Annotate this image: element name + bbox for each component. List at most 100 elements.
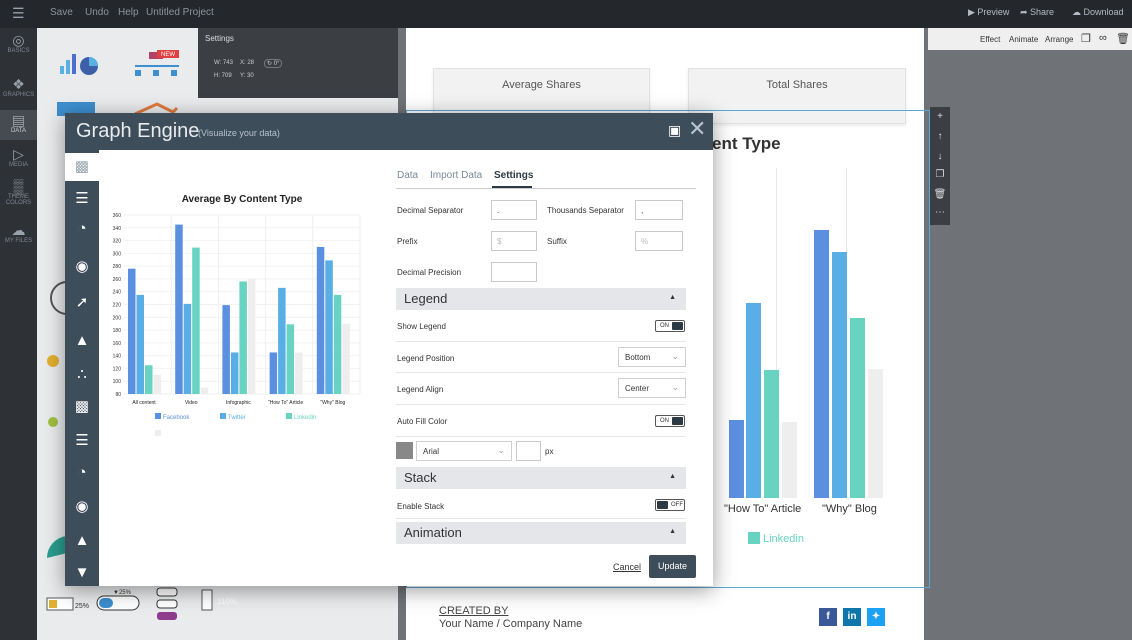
project-title[interactable]: Untitled Project <box>146 7 214 18</box>
donut-chart-icon[interactable]: ◉ <box>75 258 89 275</box>
send-backward-icon[interactable]: ↓ <box>937 151 943 162</box>
card-widget[interactable] <box>57 102 95 116</box>
stacked-column-icon[interactable]: ▩ <box>74 398 90 415</box>
legend-position-select[interactable]: Bottom ⌄ <box>618 347 686 367</box>
close-icon[interactable]: ✕ <box>688 116 707 141</box>
arrange-button[interactable]: Arrange <box>1045 35 1074 44</box>
bar-pie-widget[interactable] <box>60 54 98 75</box>
duplicate-icon[interactable]: ❐ <box>935 169 945 180</box>
stacked-bar-icon[interactable]: ☰ <box>75 432 89 449</box>
auto-fill-label: Auto Fill Color <box>397 417 448 426</box>
org-chart-widget[interactable] <box>135 52 179 76</box>
tab-divider <box>396 188 696 189</box>
more-icon[interactable]: ⋯ <box>935 207 945 218</box>
stack-section-header[interactable]: Stack ▲ <box>396 467 686 489</box>
height-readout[interactable]: H: 709 <box>214 73 232 79</box>
decimal-precision-input[interactable] <box>491 262 537 282</box>
preview-chart-svg: Average By Content Type 80 100 120 140 160 180… <box>113 194 361 436</box>
line-chart-icon[interactable]: ➚ <box>75 294 89 311</box>
canvas-legend-linkedin: Linkedin <box>748 532 804 545</box>
sidebar-item-theme-colors[interactable]: ▒ THEME COLORS <box>0 178 37 214</box>
bar-1-2 <box>192 247 200 394</box>
preview-button[interactable]: ▶ Preview <box>968 7 1010 17</box>
legend-position-label: Legend Position <box>397 354 455 363</box>
save-menu[interactable]: Save <box>50 7 73 18</box>
donut-widget[interactable] <box>46 536 67 558</box>
fullscreen-icon[interactable]: ▣ <box>668 122 682 138</box>
show-legend-toggle[interactable]: ON <box>655 320 685 332</box>
tab-import-data[interactable]: Import Data <box>430 170 483 181</box>
effect-button[interactable]: Effect <box>980 35 1001 44</box>
y-tick-label: 120 <box>113 366 122 372</box>
sidebar-item-data[interactable]: ▤ DATA <box>0 110 37 140</box>
width-readout[interactable]: W: 743 <box>214 60 233 66</box>
x-readout[interactable]: X: 28 <box>240 60 255 66</box>
bar-3-3 <box>295 352 303 394</box>
column-chart-icon[interactable]: ▩ <box>65 153 99 181</box>
twitter-icon[interactable]: ✦ <box>867 608 885 626</box>
bar-howto-other <box>782 422 797 498</box>
area-chart-icon[interactable]: ▲ <box>74 332 90 349</box>
share-button[interactable]: ➦ Share <box>1020 7 1055 17</box>
author-name[interactable]: Your Name / Company Name <box>439 618 583 630</box>
enable-stack-toggle[interactable]: OFF <box>655 499 685 511</box>
tab-settings[interactable]: Settings <box>494 170 534 181</box>
scatter-chart-icon[interactable]: ∴ <box>77 366 87 383</box>
stack-widget[interactable] <box>156 587 178 597</box>
y-tick-label: 240 <box>113 290 122 296</box>
facebook-icon[interactable]: f <box>819 608 837 626</box>
created-by[interactable]: CREATED BY <box>439 605 509 617</box>
suffix-input[interactable]: % <box>635 231 683 251</box>
add-icon[interactable]: + <box>937 111 943 122</box>
tab-data[interactable]: Data <box>397 170 419 181</box>
link-icon[interactable]: ∞ <box>1099 32 1107 44</box>
linkedin-icon[interactable]: in <box>843 608 861 626</box>
legend-align-select[interactable]: Center ⌄ <box>618 378 686 398</box>
half-pie-icon[interactable]: ◔ <box>77 464 87 481</box>
download-button[interactable]: ☁ Download <box>1072 7 1124 17</box>
funnel-chart-icon[interactable]: ▼ <box>74 564 90 581</box>
copy-icon[interactable]: ❐ <box>1081 33 1091 45</box>
collapse-icon: ▲ <box>669 528 676 535</box>
auto-fill-toggle[interactable]: ON <box>655 415 685 427</box>
rotation-readout[interactable]: ↻ 0° <box>264 59 283 68</box>
x-tick-label: All content <box>132 400 156 406</box>
hamburger-icon[interactable]: ☰ <box>12 5 25 21</box>
cancel-link[interactable]: Cancel <box>613 562 642 572</box>
bar-3-2 <box>286 324 295 394</box>
small-bubble-widget[interactable] <box>48 417 58 427</box>
canvas-chart[interactable] <box>706 168 916 508</box>
bubble-widget[interactable] <box>47 355 59 367</box>
undo-menu[interactable]: Undo <box>85 7 109 18</box>
help-menu[interactable]: Help <box>118 7 139 18</box>
line-widget[interactable] <box>134 102 179 116</box>
update-button[interactable]: Update <box>649 555 696 578</box>
pyramid-chart-icon[interactable]: ▲ <box>74 532 90 549</box>
animate-button[interactable]: Animate <box>1009 35 1039 44</box>
data-icon: ▤ <box>11 112 26 128</box>
zoom-box[interactable] <box>201 589 213 611</box>
legend-section-header[interactable]: Legend ▲ <box>396 288 686 310</box>
y-tick-label: 200 <box>113 315 122 321</box>
font-color-swatch[interactable] <box>396 442 413 459</box>
animation-section-header[interactable]: Animation ▲ <box>396 522 686 544</box>
sidebar-item-media[interactable]: ▷ MEDIA <box>0 146 37 176</box>
decimal-separator-label: Decimal Separator <box>397 206 464 215</box>
bar-chart-icon[interactable]: ☰ <box>75 190 89 207</box>
thousands-separator-input[interactable]: , <box>635 200 683 220</box>
sidebar-item-basics[interactable]: ◎ BASICS <box>0 32 37 62</box>
y-readout[interactable]: Y: 30 <box>240 73 254 79</box>
trash-icon[interactable]: 🗑 <box>1116 33 1130 45</box>
pie-chart-icon[interactable]: ◔ <box>77 220 87 237</box>
sidebar-item-my-files[interactable]: ☁ MY FILES <box>0 222 37 252</box>
font-size-input[interactable] <box>516 441 541 461</box>
font-family-select[interactable]: Arial ⌄ <box>416 441 512 461</box>
ring-chart-icon[interactable]: ◉ <box>75 498 89 515</box>
stack-widget-middle <box>156 599 178 609</box>
stat-card-total-shares[interactable]: Total Shares <box>688 68 906 124</box>
decimal-separator-input[interactable]: . <box>491 200 537 220</box>
prefix-input[interactable]: $ <box>491 231 537 251</box>
sidebar-item-graphics[interactable]: ❖ GRAPHICS <box>0 76 37 106</box>
delete-icon[interactable]: 🗑 <box>933 189 947 200</box>
bring-forward-icon[interactable]: ↑ <box>937 131 943 142</box>
